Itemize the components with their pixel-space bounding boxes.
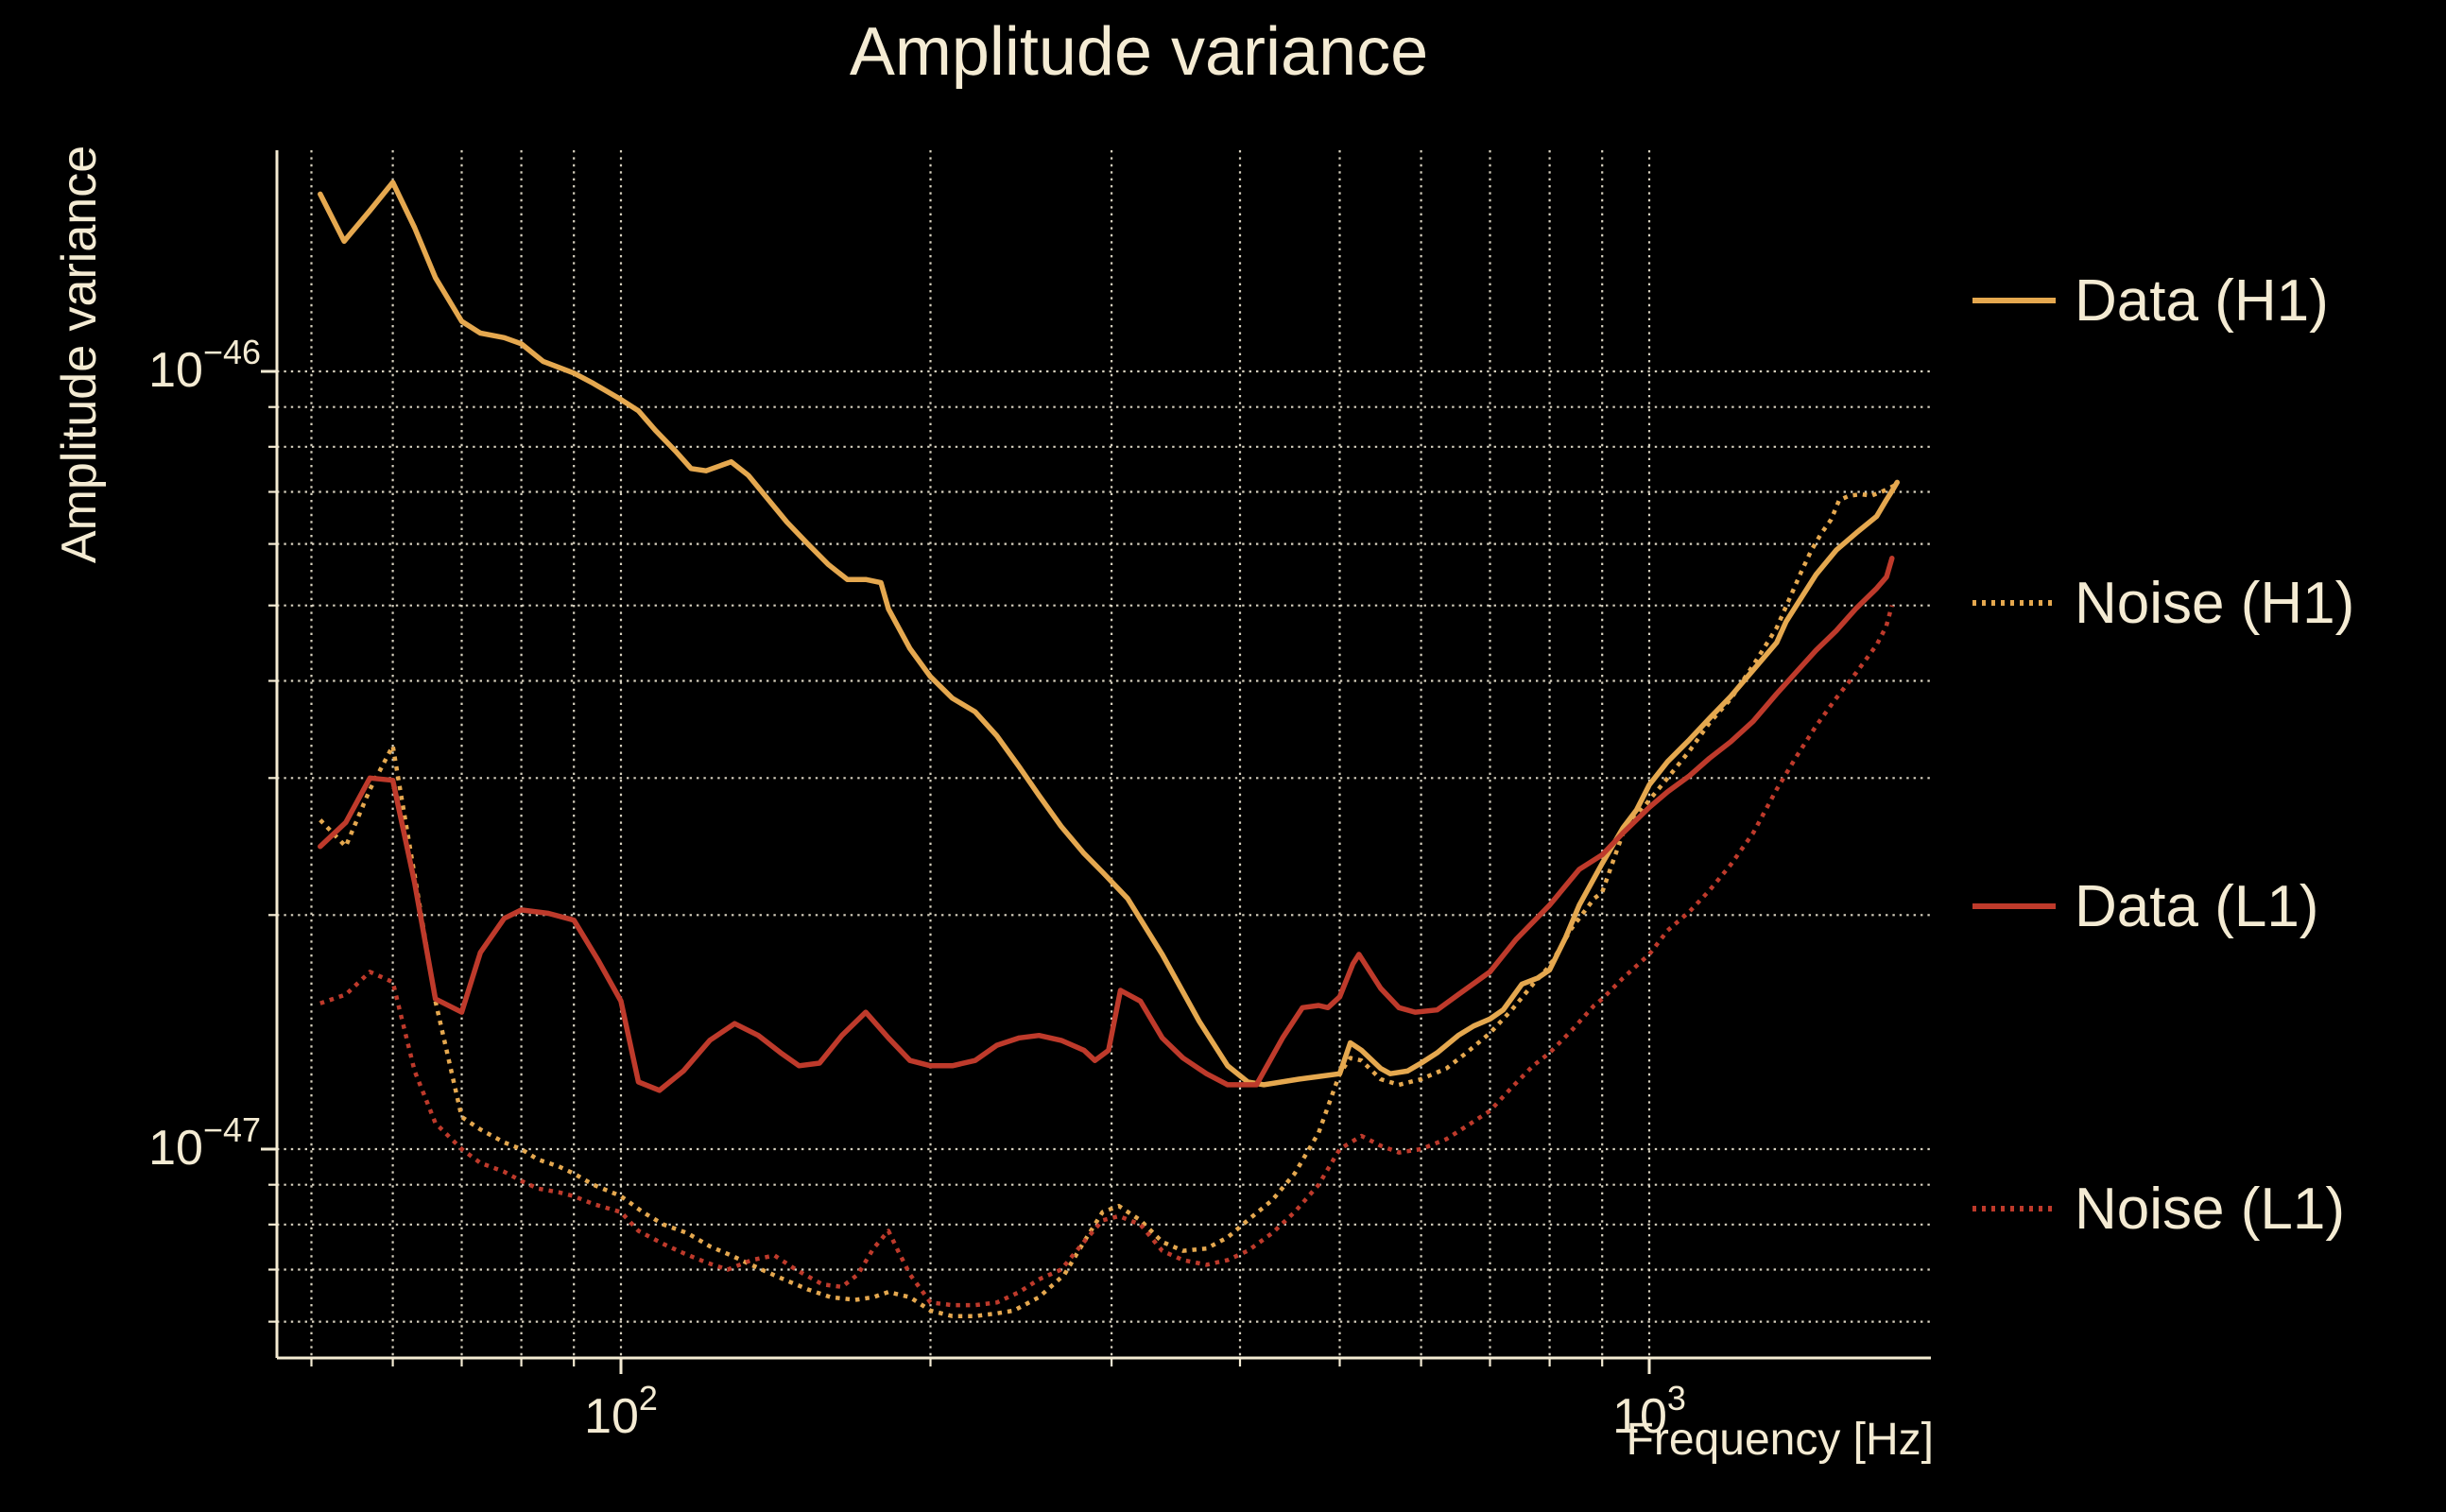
series-data-h1-path [318, 180, 1901, 1088]
legend-item-noise-h1: Noise (H1) [1971, 565, 2354, 641]
series-noise-h1-path [319, 482, 1898, 1318]
y-tick-label: 10−46 [148, 333, 261, 398]
legend-item-label: Data (H1) [2075, 267, 2329, 334]
y-axis-label: Amplitude variance [52, 145, 107, 564]
noise-h1-line-swatch-icon [1972, 600, 2056, 606]
legend-item-data-l1: Data (L1) [1971, 868, 2318, 944]
legend-item-data-h1: Data (H1) [1971, 263, 2329, 338]
legend-item-label: Noise (L1) [2075, 1176, 2345, 1242]
legend-item-label: Data (L1) [2075, 873, 2319, 939]
series-data-l1-path [318, 556, 1895, 1093]
chart-title: Amplitude variance [849, 14, 1429, 90]
noise-l1-line-swatch-icon [1972, 1206, 2056, 1211]
data-l1-line-swatch-icon [1972, 903, 2056, 909]
y-tick-label: 10−47 [148, 1110, 261, 1176]
legend-item-noise-l1: Noise (L1) [1971, 1171, 2345, 1246]
x-tick-label: 102 [584, 1379, 658, 1444]
legend-item-label: Noise (H1) [2075, 570, 2355, 636]
data-h1-line-swatch-icon [1972, 298, 2056, 303]
x-axis-label: Frequency [Hz] [1626, 1415, 1934, 1465]
series-noise-l1-path [319, 605, 1894, 1308]
